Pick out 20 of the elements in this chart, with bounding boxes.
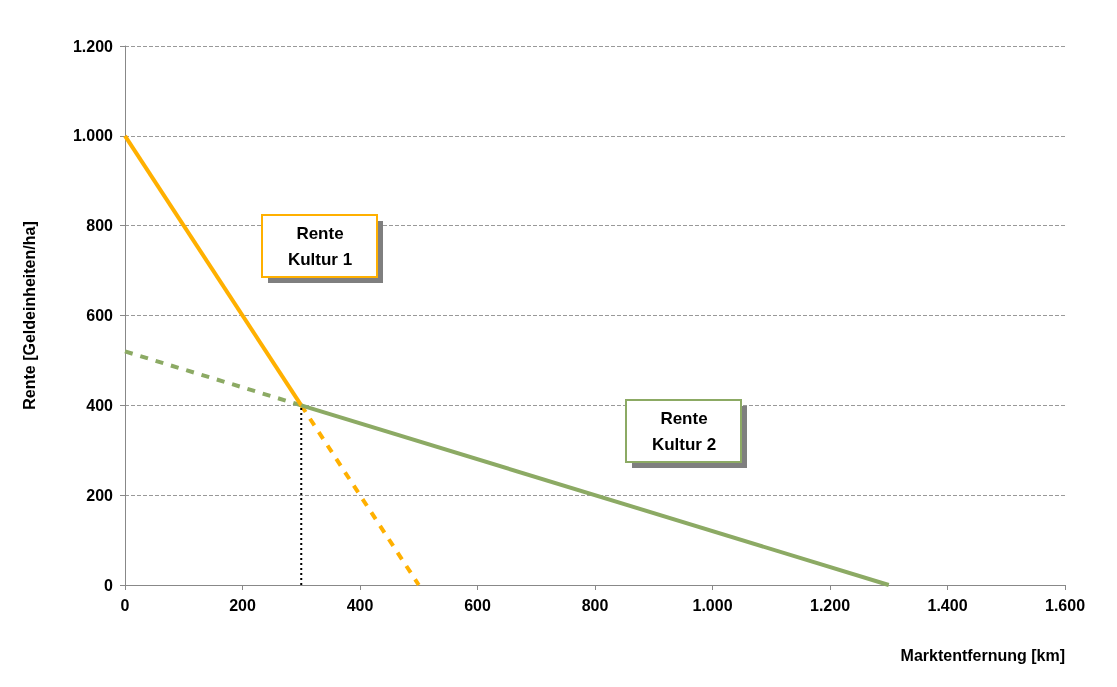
y-tick-label: 1.200 xyxy=(72,37,114,55)
x-tick-label: 400 xyxy=(346,596,374,614)
x-tick-label: 600 xyxy=(464,596,491,614)
annotation: Rente Kultur 1 xyxy=(287,223,353,269)
y-tick-label: 600 xyxy=(86,307,114,324)
x-tick-label: 800 xyxy=(581,596,609,614)
y-tick-label: 800 xyxy=(86,217,114,235)
x-tick-label: 1.000 xyxy=(692,596,733,614)
annotation: Rente Kultur 2 xyxy=(651,408,717,454)
x-axis-title: Marktentfernung [km] xyxy=(900,646,1065,664)
y-tick-label: 1.000 xyxy=(72,127,114,145)
y-tick-label: 400 xyxy=(86,396,114,414)
x-tick-label: 1.600 xyxy=(1044,596,1086,614)
x-tick-label: 1.400 xyxy=(927,596,968,614)
x-tick-label: 0 xyxy=(120,596,130,614)
x-tick-label: 200 xyxy=(229,596,256,614)
y-tick-label: 200 xyxy=(86,486,114,504)
x-tick-label: 1.200 xyxy=(809,596,851,614)
y-tick-label: 0 xyxy=(104,576,114,594)
y-axis-title: Rente [Geldeinheiten/ha] xyxy=(20,221,38,410)
